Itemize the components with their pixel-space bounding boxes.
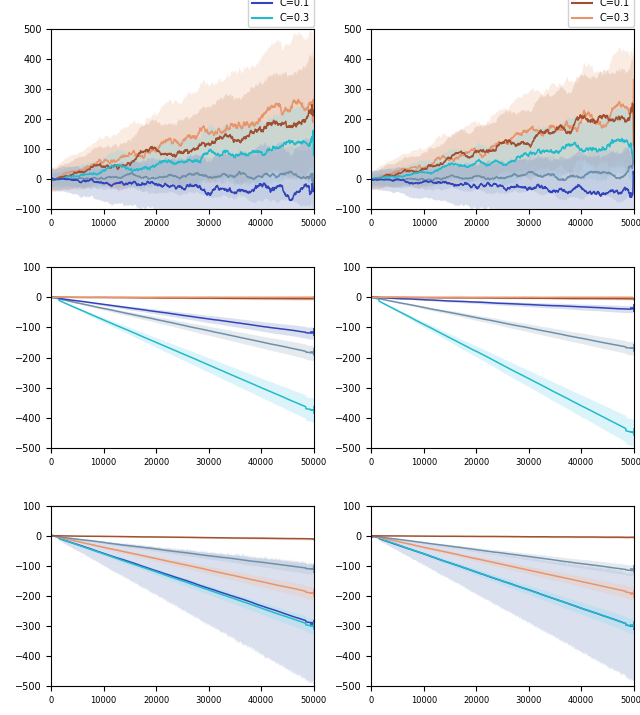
Legend: C=0.1, C=0.3: C=0.1, C=0.3 — [248, 0, 314, 26]
Legend: C=0.1, C=0.3: C=0.1, C=0.3 — [568, 0, 634, 26]
